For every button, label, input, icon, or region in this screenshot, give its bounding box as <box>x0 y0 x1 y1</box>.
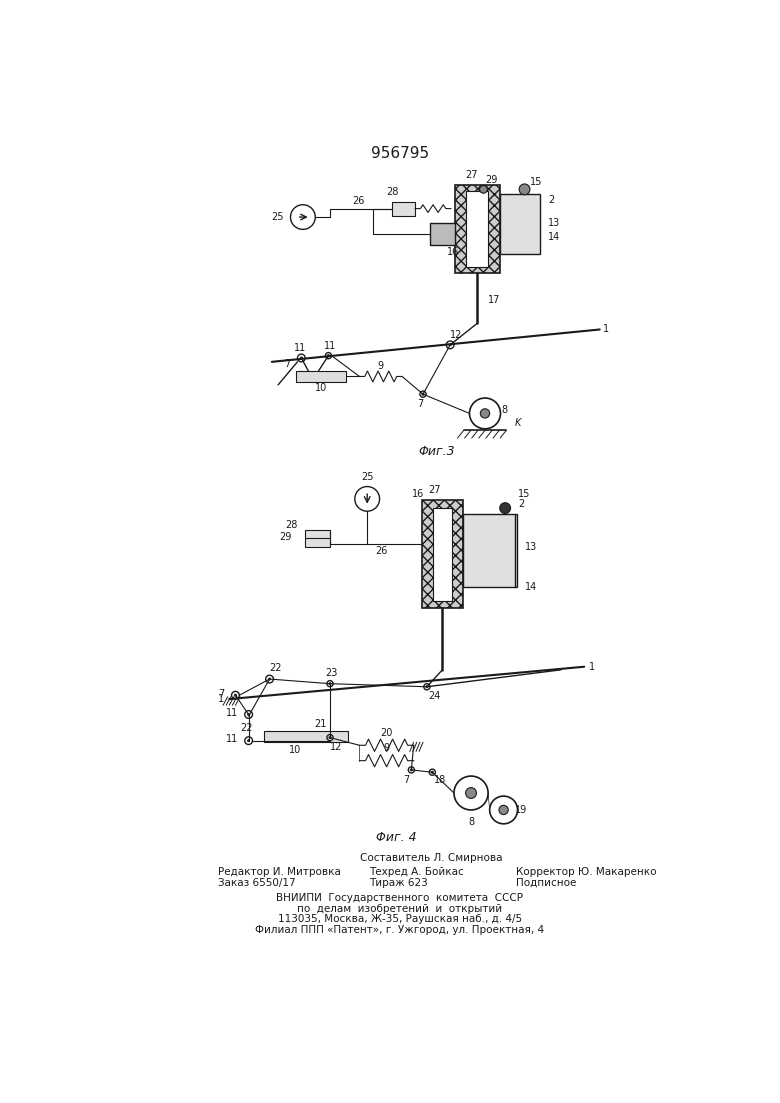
Bar <box>500 194 540 254</box>
Text: 26: 26 <box>375 546 388 556</box>
Circle shape <box>234 694 236 696</box>
Text: 13: 13 <box>548 218 560 228</box>
Text: 14: 14 <box>524 582 537 592</box>
Text: Φиг.3: Φиг.3 <box>419 446 456 459</box>
Bar <box>422 501 463 608</box>
Circle shape <box>329 737 331 739</box>
Circle shape <box>300 356 303 360</box>
Text: 9: 9 <box>378 361 384 371</box>
Circle shape <box>410 769 413 771</box>
Text: 27: 27 <box>428 484 441 494</box>
Text: 29: 29 <box>279 533 291 543</box>
Bar <box>433 508 452 600</box>
Text: 9: 9 <box>384 743 390 753</box>
Text: Заказ 6550/17: Заказ 6550/17 <box>218 878 296 888</box>
Text: 12: 12 <box>450 330 463 340</box>
Text: 7: 7 <box>403 775 410 785</box>
Circle shape <box>466 788 477 799</box>
Text: 8: 8 <box>502 405 508 415</box>
Text: 26: 26 <box>353 196 365 206</box>
Text: Подписное: Подписное <box>516 878 576 888</box>
Circle shape <box>426 686 428 688</box>
Text: 11: 11 <box>293 343 306 353</box>
Text: 25: 25 <box>361 472 374 482</box>
Text: 15: 15 <box>530 176 542 186</box>
Text: ВНИИПИ  Государственного  комитета  СССР: ВНИИПИ Государственного комитета СССР <box>276 892 523 902</box>
Circle shape <box>519 184 530 195</box>
Text: 20: 20 <box>381 728 393 738</box>
Circle shape <box>247 714 250 716</box>
Text: 113035, Москва, Ж-35, Раушская наб., д. 4/5: 113035, Москва, Ж-35, Раушская наб., д. … <box>278 914 522 924</box>
Text: по  делам  изобретений  и  открытий: по делам изобретений и открытий <box>297 903 502 913</box>
Circle shape <box>480 185 488 193</box>
Bar <box>466 191 488 267</box>
Text: 18: 18 <box>434 775 446 785</box>
Bar <box>430 223 455 245</box>
Text: 29: 29 <box>485 175 498 185</box>
Text: 10: 10 <box>289 745 301 754</box>
Text: Φиг. 4: Φиг. 4 <box>375 832 417 844</box>
Text: 14: 14 <box>548 232 560 242</box>
Circle shape <box>480 409 490 418</box>
Text: 11: 11 <box>225 735 238 745</box>
Bar <box>463 514 517 588</box>
Text: 7: 7 <box>218 688 225 698</box>
Text: 16: 16 <box>412 490 424 500</box>
Text: Составитель Л. Смирнова: Составитель Л. Смирнова <box>360 853 502 863</box>
Text: 28: 28 <box>386 188 398 197</box>
Text: Корректор Ю. Макаренко: Корректор Ю. Макаренко <box>516 867 657 877</box>
Circle shape <box>449 344 452 346</box>
Circle shape <box>328 354 330 356</box>
Text: 11: 11 <box>225 708 238 718</box>
Text: 7: 7 <box>284 360 290 370</box>
Text: Техред А. Бойкас: Техред А. Бойкас <box>369 867 463 877</box>
Text: 23: 23 <box>325 668 338 678</box>
Circle shape <box>499 805 509 815</box>
Text: 1: 1 <box>603 324 609 334</box>
Text: 15: 15 <box>519 490 530 500</box>
Text: 21: 21 <box>314 719 327 729</box>
Text: 17: 17 <box>488 296 501 306</box>
Text: 10: 10 <box>314 383 327 393</box>
Circle shape <box>431 771 434 773</box>
Circle shape <box>500 503 511 514</box>
Text: 24: 24 <box>428 690 441 702</box>
Text: 13: 13 <box>524 542 537 552</box>
Text: 27: 27 <box>465 171 477 181</box>
Bar <box>305 529 330 547</box>
Bar <box>296 371 346 382</box>
Bar <box>264 731 348 742</box>
Text: 7: 7 <box>417 399 423 409</box>
Text: K: K <box>514 418 521 428</box>
Text: Тираж 623: Тираж 623 <box>369 878 427 888</box>
Circle shape <box>422 393 424 395</box>
Text: 25: 25 <box>271 212 283 222</box>
Text: 1: 1 <box>589 662 595 672</box>
Bar <box>455 184 500 274</box>
Text: 1: 1 <box>218 694 224 704</box>
Text: 2: 2 <box>519 500 525 510</box>
Text: 8: 8 <box>468 817 474 827</box>
Text: 16: 16 <box>447 247 459 257</box>
Text: Филиал ППП «Патент», г. Ужгород, ул. Проектная, 4: Филиал ППП «Патент», г. Ужгород, ул. Про… <box>255 925 544 935</box>
Text: 956795: 956795 <box>370 147 429 161</box>
Text: 22: 22 <box>240 724 253 733</box>
Text: 19: 19 <box>515 805 527 815</box>
Text: 2: 2 <box>548 195 554 205</box>
Text: 28: 28 <box>285 520 297 531</box>
Text: 12: 12 <box>330 742 342 752</box>
Circle shape <box>268 678 271 681</box>
Bar <box>392 202 415 215</box>
Circle shape <box>329 683 331 685</box>
Circle shape <box>247 739 250 742</box>
Text: 22: 22 <box>270 663 282 673</box>
Text: 11: 11 <box>324 341 336 351</box>
Text: Редактор И. Митровка: Редактор И. Митровка <box>218 867 341 877</box>
